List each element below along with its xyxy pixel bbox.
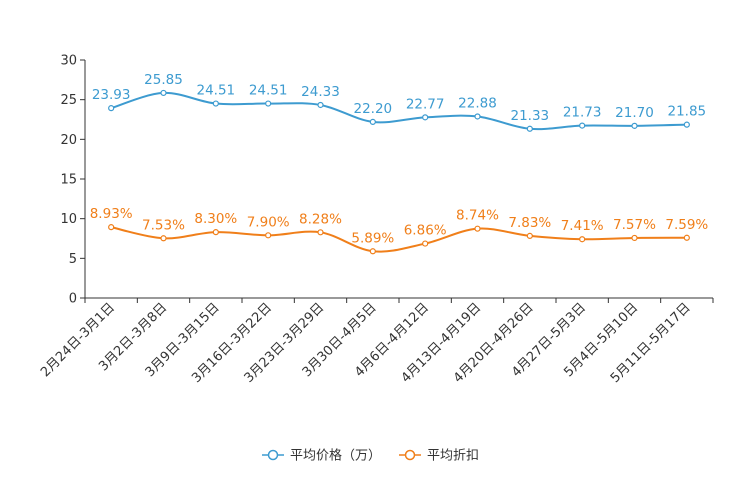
discount-point[interactable] [212, 229, 219, 236]
price-data-label: 22.77 [406, 96, 445, 112]
discount-data-label: 8.28% [299, 211, 342, 227]
y-tick-label: 20 [60, 133, 77, 148]
price-point[interactable] [579, 122, 586, 129]
price-data-label: 21.70 [615, 105, 654, 121]
discount-point[interactable] [317, 229, 324, 236]
discount-data-label: 6.86% [404, 223, 447, 239]
price-point[interactable] [631, 122, 638, 129]
discount-point[interactable] [579, 236, 586, 243]
price-data-label: 25.85 [144, 72, 183, 88]
discount-data-label: 8.93% [90, 206, 133, 222]
price-data-label: 21.33 [511, 108, 550, 124]
price-point[interactable] [369, 118, 376, 125]
price-point[interactable] [474, 113, 481, 120]
discount-data-label: 5.89% [351, 230, 394, 246]
price-data-label: 24.33 [301, 84, 340, 100]
y-tick-label: 25 [60, 93, 77, 108]
price-series-line [110, 91, 687, 131]
price-point[interactable] [160, 89, 167, 97]
price-point[interactable] [317, 101, 324, 109]
y-tick-label: 10 [60, 212, 77, 227]
discount-point[interactable] [683, 234, 690, 241]
price-data-label: 23.93 [92, 87, 131, 103]
price-data-label: 24.51 [249, 83, 288, 99]
discount-point[interactable] [369, 248, 376, 255]
legend-label: 平均折扣 [427, 449, 479, 464]
discount-data-label: 7.83% [508, 215, 551, 231]
discount-point[interactable] [108, 224, 115, 231]
legend-item-discount[interactable]: 平均折扣 [399, 449, 479, 464]
y-tick-label: 5 [69, 252, 77, 267]
legend-circle-marker [404, 449, 416, 461]
price-point[interactable] [526, 125, 533, 132]
price-point[interactable] [108, 105, 115, 112]
y-tick-label: 30 [60, 54, 77, 69]
legend-circle-marker [267, 449, 279, 461]
discount-series-line [110, 226, 687, 253]
price-point[interactable] [422, 114, 429, 121]
y-tick-label: 0 [69, 292, 77, 307]
price-data-label: 22.88 [458, 95, 497, 111]
price-data-label: 21.85 [668, 104, 707, 120]
price-point[interactable] [683, 121, 690, 128]
discount-point[interactable] [474, 225, 481, 232]
discount-data-label: 8.30% [194, 211, 237, 227]
legend-label: 平均价格（万） [290, 448, 381, 464]
legend-item-price[interactable]: 平均价格（万） [262, 448, 381, 464]
price-point[interactable] [265, 100, 272, 107]
price-data-label: 21.73 [563, 105, 602, 121]
price-data-label: 22.20 [354, 101, 393, 117]
discount-point[interactable] [631, 234, 638, 242]
discount-data-label: 8.74% [456, 208, 499, 224]
discount-point[interactable] [526, 232, 533, 239]
discount-data-label: 7.90% [247, 214, 290, 230]
discount-point[interactable] [422, 240, 429, 247]
discount-point[interactable] [265, 232, 272, 239]
discount-point[interactable] [160, 235, 167, 242]
price-point[interactable] [212, 100, 219, 107]
discount-data-label: 7.57% [613, 217, 656, 233]
discount-data-label: 7.53% [142, 217, 185, 233]
series-layer [108, 89, 690, 255]
data-labels: 23.93 25.85 24.51 24.51 24.33 22.20 22.77 22.88… [90, 72, 709, 246]
discount-data-label: 7.41% [561, 218, 604, 234]
discount-data-label: 7.59% [665, 217, 708, 233]
y-tick-label: 15 [60, 173, 77, 188]
price-data-label: 24.51 [197, 83, 236, 99]
legend[interactable]: 平均价格（万） 平均折扣 [262, 448, 479, 464]
